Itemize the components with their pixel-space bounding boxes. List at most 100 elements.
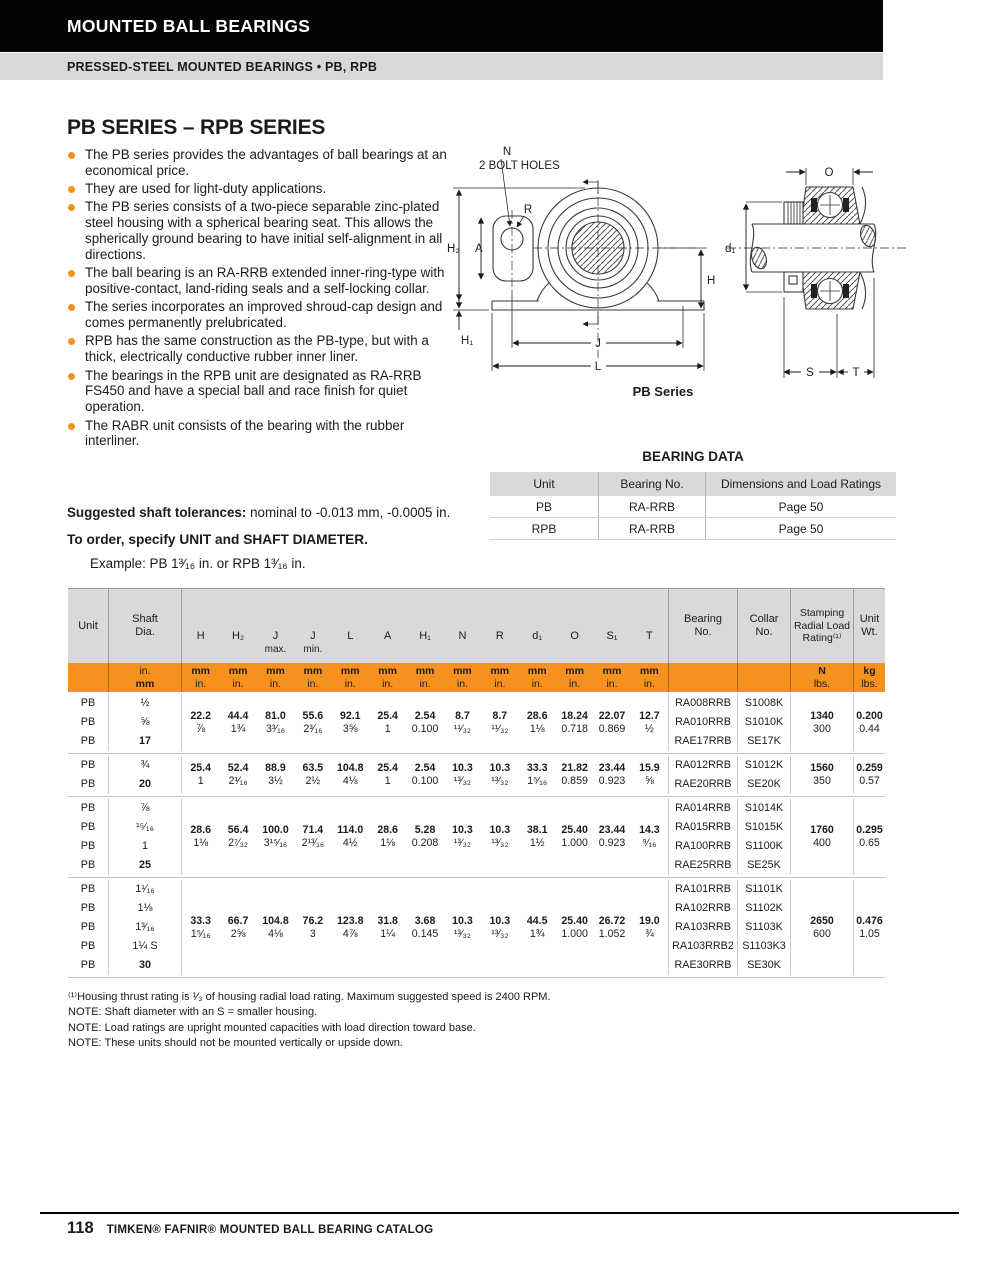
dim-value-mm: 12.7 — [639, 709, 660, 722]
collar-no-cell: S1100K — [745, 840, 783, 852]
dim-value-cell: 100.0 3¹⁵⁄₁₆ — [257, 799, 294, 875]
shaft-dia-cell: 1¼ S — [132, 940, 158, 952]
unit-cell: PB — [80, 735, 96, 747]
collar-no-cell: S1102K — [745, 902, 783, 914]
dim-value-cell: 44.5 1¾ — [519, 880, 556, 975]
units-band-rating: N lbs. — [790, 663, 853, 692]
dim-value-mm: 104.8 — [262, 914, 289, 927]
dim-value-cell: 28.6 1⅛ — [519, 694, 556, 751]
dim-value-cell: 44.4 1¾ — [219, 694, 256, 751]
dim-value-cell: 55.6 2³⁄₁₆ — [294, 694, 331, 751]
units-band-bearing — [668, 663, 737, 692]
dim-value-mm: 25.40 — [561, 824, 588, 837]
subsection-bar: PRESSED-STEEL MOUNTED BEARINGS • PB, RPB — [0, 53, 883, 80]
bearing-no-header-text: Bearing No. — [684, 613, 722, 638]
dim-col-header: L — [332, 589, 369, 663]
subsection-title: PRESSED-STEEL MOUNTED BEARINGS • PB, RPB — [67, 59, 378, 74]
dim-value-cell: 25.40 1.000 — [556, 880, 593, 975]
dim-value-mm: 28.6 — [377, 824, 398, 837]
shaft-tolerances-line: Suggested shaft tolerances: nominal to -… — [67, 505, 450, 520]
bearing-data-row: RPB RA-RRB Page 50 — [490, 518, 896, 540]
collar-no-cell: S1015K — [744, 821, 784, 833]
bearing-no-cell: RA103RRB — [675, 921, 731, 933]
bullet-text: The RABR unit consists of the bearing wi… — [85, 417, 405, 449]
unit-wt-cell: 0.476 1.05 — [853, 880, 885, 975]
dim-value-in: 2³⁄₁₆ — [303, 722, 323, 735]
dim-label: H₂ — [231, 630, 245, 643]
dim-value-cell: 2.54 0.100 — [406, 694, 443, 751]
dim-value-in: 1⅛ — [529, 722, 545, 735]
dim-value-cell: 10.3 ¹³⁄₃₂ — [481, 756, 518, 794]
footer-rule — [40, 1212, 959, 1214]
dim-value-in: 1¼ — [380, 927, 396, 940]
dim-units-cell: mm in. — [444, 663, 481, 692]
units-band-unit — [68, 663, 108, 692]
bearing-no-cell: RAE30RRB — [674, 959, 732, 971]
dim-units-cell: mm in. — [481, 663, 518, 692]
dim-value-cell: 10.3 ¹³⁄₃₂ — [444, 799, 481, 875]
dim-unit-mm: mm — [602, 665, 622, 678]
dim-value-in: ⁹⁄₁₆ — [642, 837, 657, 849]
unit-wt-cell: 0.259 0.57 — [853, 756, 885, 794]
j-dim-label: J — [595, 338, 601, 350]
load-rating-cell: 2650 600 — [790, 880, 853, 975]
collar-no-column: S1012K SE20K — [737, 756, 790, 794]
dim-col-header: R — [481, 589, 518, 663]
dim-value-in: ½ — [644, 722, 654, 735]
wt-kg-value: 0.295 — [856, 824, 883, 837]
dim-value-in: 3³⁄₁₆ — [265, 722, 285, 735]
rating-lbs-value: 600 — [813, 927, 831, 940]
dim-unit-in: in. — [569, 677, 581, 690]
l-dim-label: L — [595, 361, 602, 373]
collar-no-cell: SE30K — [747, 959, 781, 971]
bearing-data-header-dimensions: Dimensions and Load Ratings — [705, 472, 896, 496]
load-rating-cell: 1560 350 — [790, 756, 853, 794]
rating-lbs-value: 350 — [813, 775, 831, 787]
unit-column: PB PB PB — [68, 694, 108, 751]
dim-label: H — [196, 630, 205, 643]
collar-no-cell: SE20K — [747, 778, 781, 790]
feature-bullet: They are used for light-duty application… — [67, 181, 451, 197]
bearing-data-cell: RA-RRB — [598, 518, 705, 539]
dim-units-cell: mm in. — [182, 663, 219, 692]
wt-kg-value: 0.259 — [856, 762, 883, 775]
dim-value-cell: 10.3 ¹³⁄₃₂ — [481, 799, 518, 875]
wt-kg-value: 0.200 — [856, 709, 883, 722]
dim-value-in: ⅝ — [644, 775, 654, 787]
table-group: PB PB PB PB PB 1¹⁄₁₆ 1⅛ 1³⁄₁₆ 1¼ S 30 33.3 1⁵⁄₁₆ 66.… — [68, 878, 885, 978]
dim-value-cell: 123.8 4⅞ — [332, 880, 369, 975]
rating-unit-n: N — [818, 665, 826, 678]
table-group: PB PB ¾ 20 25.4 1 52.4 2¹⁄₁₆ 88.9 3½ 63.5 2½ 104.8 4⅛… — [68, 754, 885, 797]
dim-unit-mm: mm — [378, 665, 397, 678]
dim-value-in: 2¹⁄₁₆ — [228, 775, 248, 787]
dim-value-cell: 23.44 0.923 — [593, 799, 630, 875]
dim-value-in: ¹³⁄₃₂ — [453, 927, 472, 940]
dim-value-in: 4⅛ — [342, 775, 358, 787]
bullet-dot-icon — [68, 152, 75, 159]
unit-wt-header-text: Unit Wt. — [859, 613, 880, 638]
dim-unit-in: in. — [643, 677, 655, 690]
order-instruction: To order, specify UNIT and SHAFT DIAMETE… — [67, 532, 368, 547]
col-header-unit-wt: Unit Wt. — [853, 589, 885, 663]
dim-value-mm: 100.0 — [262, 824, 289, 837]
t-dim-label: T — [852, 367, 859, 379]
bullet-dot-icon — [68, 338, 75, 346]
shaft-dia-cell: 17 — [138, 735, 151, 747]
dim-value-mm: 31.8 — [377, 914, 398, 927]
bearing-no-column: RA014RRB RA015RRB RA100RRB RAE25RRB — [668, 799, 737, 875]
dim-value-in: 0.923 — [598, 837, 626, 849]
dim-unit-in: in. — [382, 677, 394, 690]
dim-value-in: 0.923 — [598, 775, 626, 787]
dim-units-cell: mm in. — [406, 663, 443, 692]
shaft-tolerances-label: Suggested shaft tolerances: — [67, 505, 247, 520]
bearing-no-cell: RA102RRB — [675, 902, 731, 914]
bearing-no-cell: RA014RRB — [675, 802, 731, 814]
dim-value-mm: 10.3 — [452, 914, 473, 927]
dim-value-cell: 22.07 0.869 — [593, 694, 630, 751]
dim-units-cell: mm in. — [219, 663, 256, 692]
dim-sublabel: max. — [264, 644, 287, 655]
